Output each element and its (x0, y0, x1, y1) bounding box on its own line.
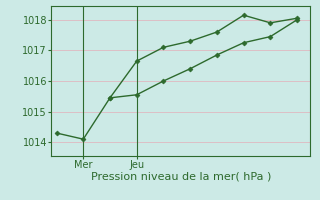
X-axis label: Pression niveau de la mer( hPa ): Pression niveau de la mer( hPa ) (91, 172, 271, 182)
